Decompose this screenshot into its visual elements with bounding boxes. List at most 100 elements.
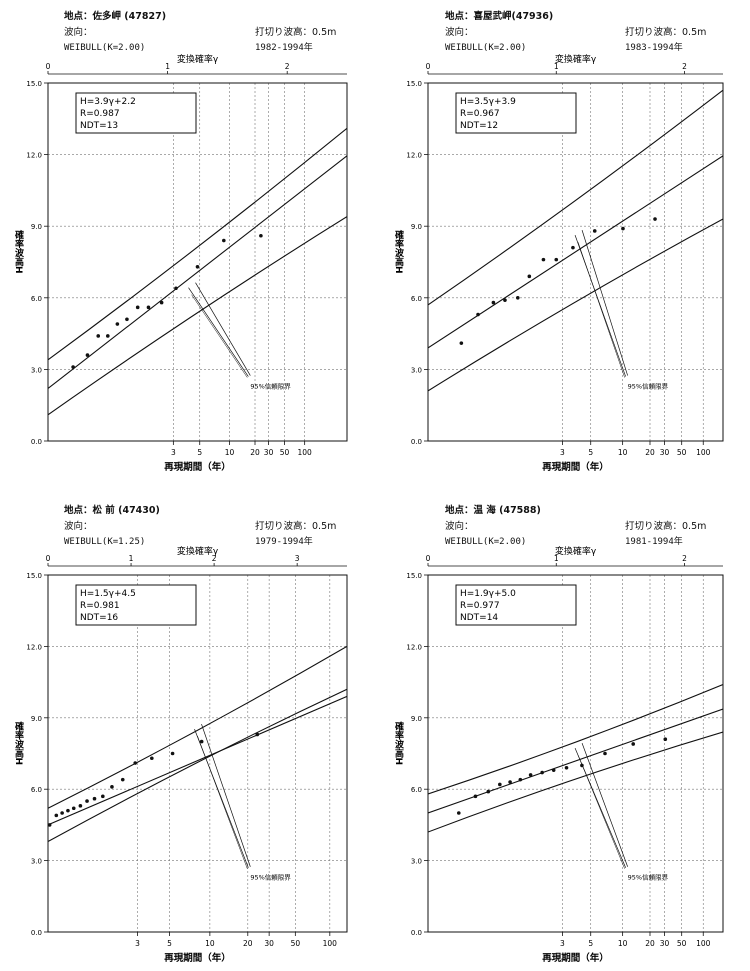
data-point: [174, 286, 178, 291]
fit-line: [428, 708, 723, 814]
y-tick-label: 15.0: [406, 80, 422, 88]
data-point: [60, 811, 64, 815]
data-point: [508, 780, 512, 784]
x-axis-label: 再現期間（年）: [542, 461, 609, 473]
x-tick-label: 3: [135, 939, 140, 948]
wave-direction-label: 波向：: [64, 27, 93, 38]
data-point: [456, 811, 461, 815]
x-tick-label: 10: [205, 939, 215, 948]
location-label: 地点：温 海 (47588): [445, 505, 541, 516]
data-point: [159, 300, 164, 305]
top-axis-title: 変換確率γ: [177, 545, 219, 557]
period-label: 1983-1994年: [625, 43, 683, 53]
data-point: [564, 765, 569, 770]
top-axis-tick-label: 1: [165, 62, 170, 71]
data-point: [540, 770, 544, 775]
y-axis-label: 確率波高H: [13, 229, 24, 274]
data-point: [54, 813, 59, 818]
x-tick-label: 20: [645, 939, 655, 948]
data-point: [71, 365, 75, 369]
x-tick-label: 3: [560, 448, 565, 457]
x-axis-label: 再現期間（年）: [542, 952, 609, 964]
y-tick-label: 3.0: [31, 858, 42, 866]
data-point: [71, 806, 76, 811]
equation-box: [455, 584, 577, 626]
chart-panel-matsumae: 地点：松 前 (47430) 波向： WEIBULL(K=1.25) 打切り波高…: [0, 492, 375, 971]
ci-lower-line: [428, 731, 723, 833]
x-tick-label: 100: [696, 939, 711, 948]
top-axis-tick-label: 1: [129, 554, 134, 563]
data-point: [621, 226, 625, 231]
data-point: [135, 305, 140, 310]
equation-text: H=1.5γ+4.5: [80, 589, 136, 599]
data-point: [199, 739, 204, 744]
y-tick-label: 6.0: [31, 786, 42, 794]
location-label: 地点：佐多岬 (47827): [64, 11, 167, 22]
fit-line: [48, 695, 347, 826]
chart-svg: 0.0 3.0 6.0 9.0 12.0 15.0 3 5 10 20 30 50 100 0 1 2 変換確率…: [393, 53, 724, 473]
top-axis-tick-label: 2: [285, 62, 290, 71]
y-tick-label: 15.0: [26, 80, 42, 88]
y-tick-label: 0.0: [411, 438, 422, 446]
data-point: [125, 317, 129, 322]
y-axis-label: 確率波高H: [393, 720, 404, 765]
correlation-text: R=0.987: [80, 109, 120, 119]
y-tick-label: 15.0: [26, 572, 42, 580]
data-point: [518, 777, 523, 782]
ndt-text: NDT=13: [80, 121, 118, 131]
top-axis-tick-label: 2: [682, 554, 687, 563]
data-point: [85, 799, 89, 803]
data-point: [106, 334, 110, 338]
top-axis-tick-label: 3: [295, 554, 300, 563]
weibull-label: WEIBULL(K=2.00): [445, 43, 527, 53]
data-point: [85, 353, 90, 357]
plot-frame: [427, 574, 724, 933]
x-tick-label: 5: [588, 939, 593, 948]
data-point: [146, 305, 151, 310]
x-tick-label: 50: [280, 448, 290, 457]
weibull-label: WEIBULL(K=1.25): [64, 537, 146, 547]
ci-lower-line: [48, 216, 347, 416]
period-label: 1982-1994年: [255, 43, 313, 53]
chart-svg: 0.0 3.0 6.0 9.0 12.0 15.0 3 5 10 20 30 50 100 0 1 2 変換確率…: [393, 545, 724, 964]
ci-upper-line: [428, 89, 723, 306]
x-tick-label: 30: [660, 939, 670, 948]
x-tick-label: 5: [588, 448, 593, 457]
x-tick-label: 20: [243, 939, 253, 948]
data-point: [195, 264, 200, 269]
ci-upper-line: [48, 127, 347, 361]
equation-box: [75, 92, 197, 134]
period-label: 1981-1994年: [625, 537, 683, 547]
ci-leader-line: [577, 242, 625, 378]
correlation-text: R=0.981: [80, 601, 120, 611]
top-axis-tick-label: 1: [554, 62, 559, 71]
data-point: [486, 789, 491, 794]
data-point: [528, 773, 533, 777]
data-point: [150, 756, 154, 761]
data-point: [491, 300, 496, 305]
x-tick-label: 20: [645, 448, 655, 457]
data-point: [459, 341, 464, 345]
plot-frame: [47, 82, 348, 442]
ci-leader-line: [201, 723, 251, 867]
plot-frame: [427, 82, 724, 442]
x-tick-label: 10: [225, 448, 235, 457]
ci-leader-line: [577, 755, 625, 869]
equation-text: H=1.9γ+5.0: [460, 589, 516, 599]
y-tick-label: 9.0: [31, 715, 42, 723]
chart-panel-sata: 地点：佐多岬 (47827) 波向： WEIBULL(K=2.00) 打切り波高…: [0, 0, 375, 485]
data-point: [571, 245, 575, 250]
top-axis-title: 変換確率γ: [555, 53, 597, 65]
x-tick-label: 3: [560, 939, 565, 948]
data-point: [503, 298, 507, 302]
data-point: [255, 732, 260, 737]
data-point: [527, 274, 532, 279]
y-tick-label: 0.0: [411, 929, 422, 937]
ci-upper-line: [428, 683, 723, 795]
ci-leader-line: [197, 735, 248, 869]
ci-leader-line: [581, 742, 628, 867]
x-axis-label: 再現期間（年）: [164, 952, 231, 964]
cutoff-height-label: 打切り波高：0.5m: [625, 27, 707, 38]
y-tick-label: 6.0: [411, 295, 422, 303]
data-point: [92, 796, 97, 801]
